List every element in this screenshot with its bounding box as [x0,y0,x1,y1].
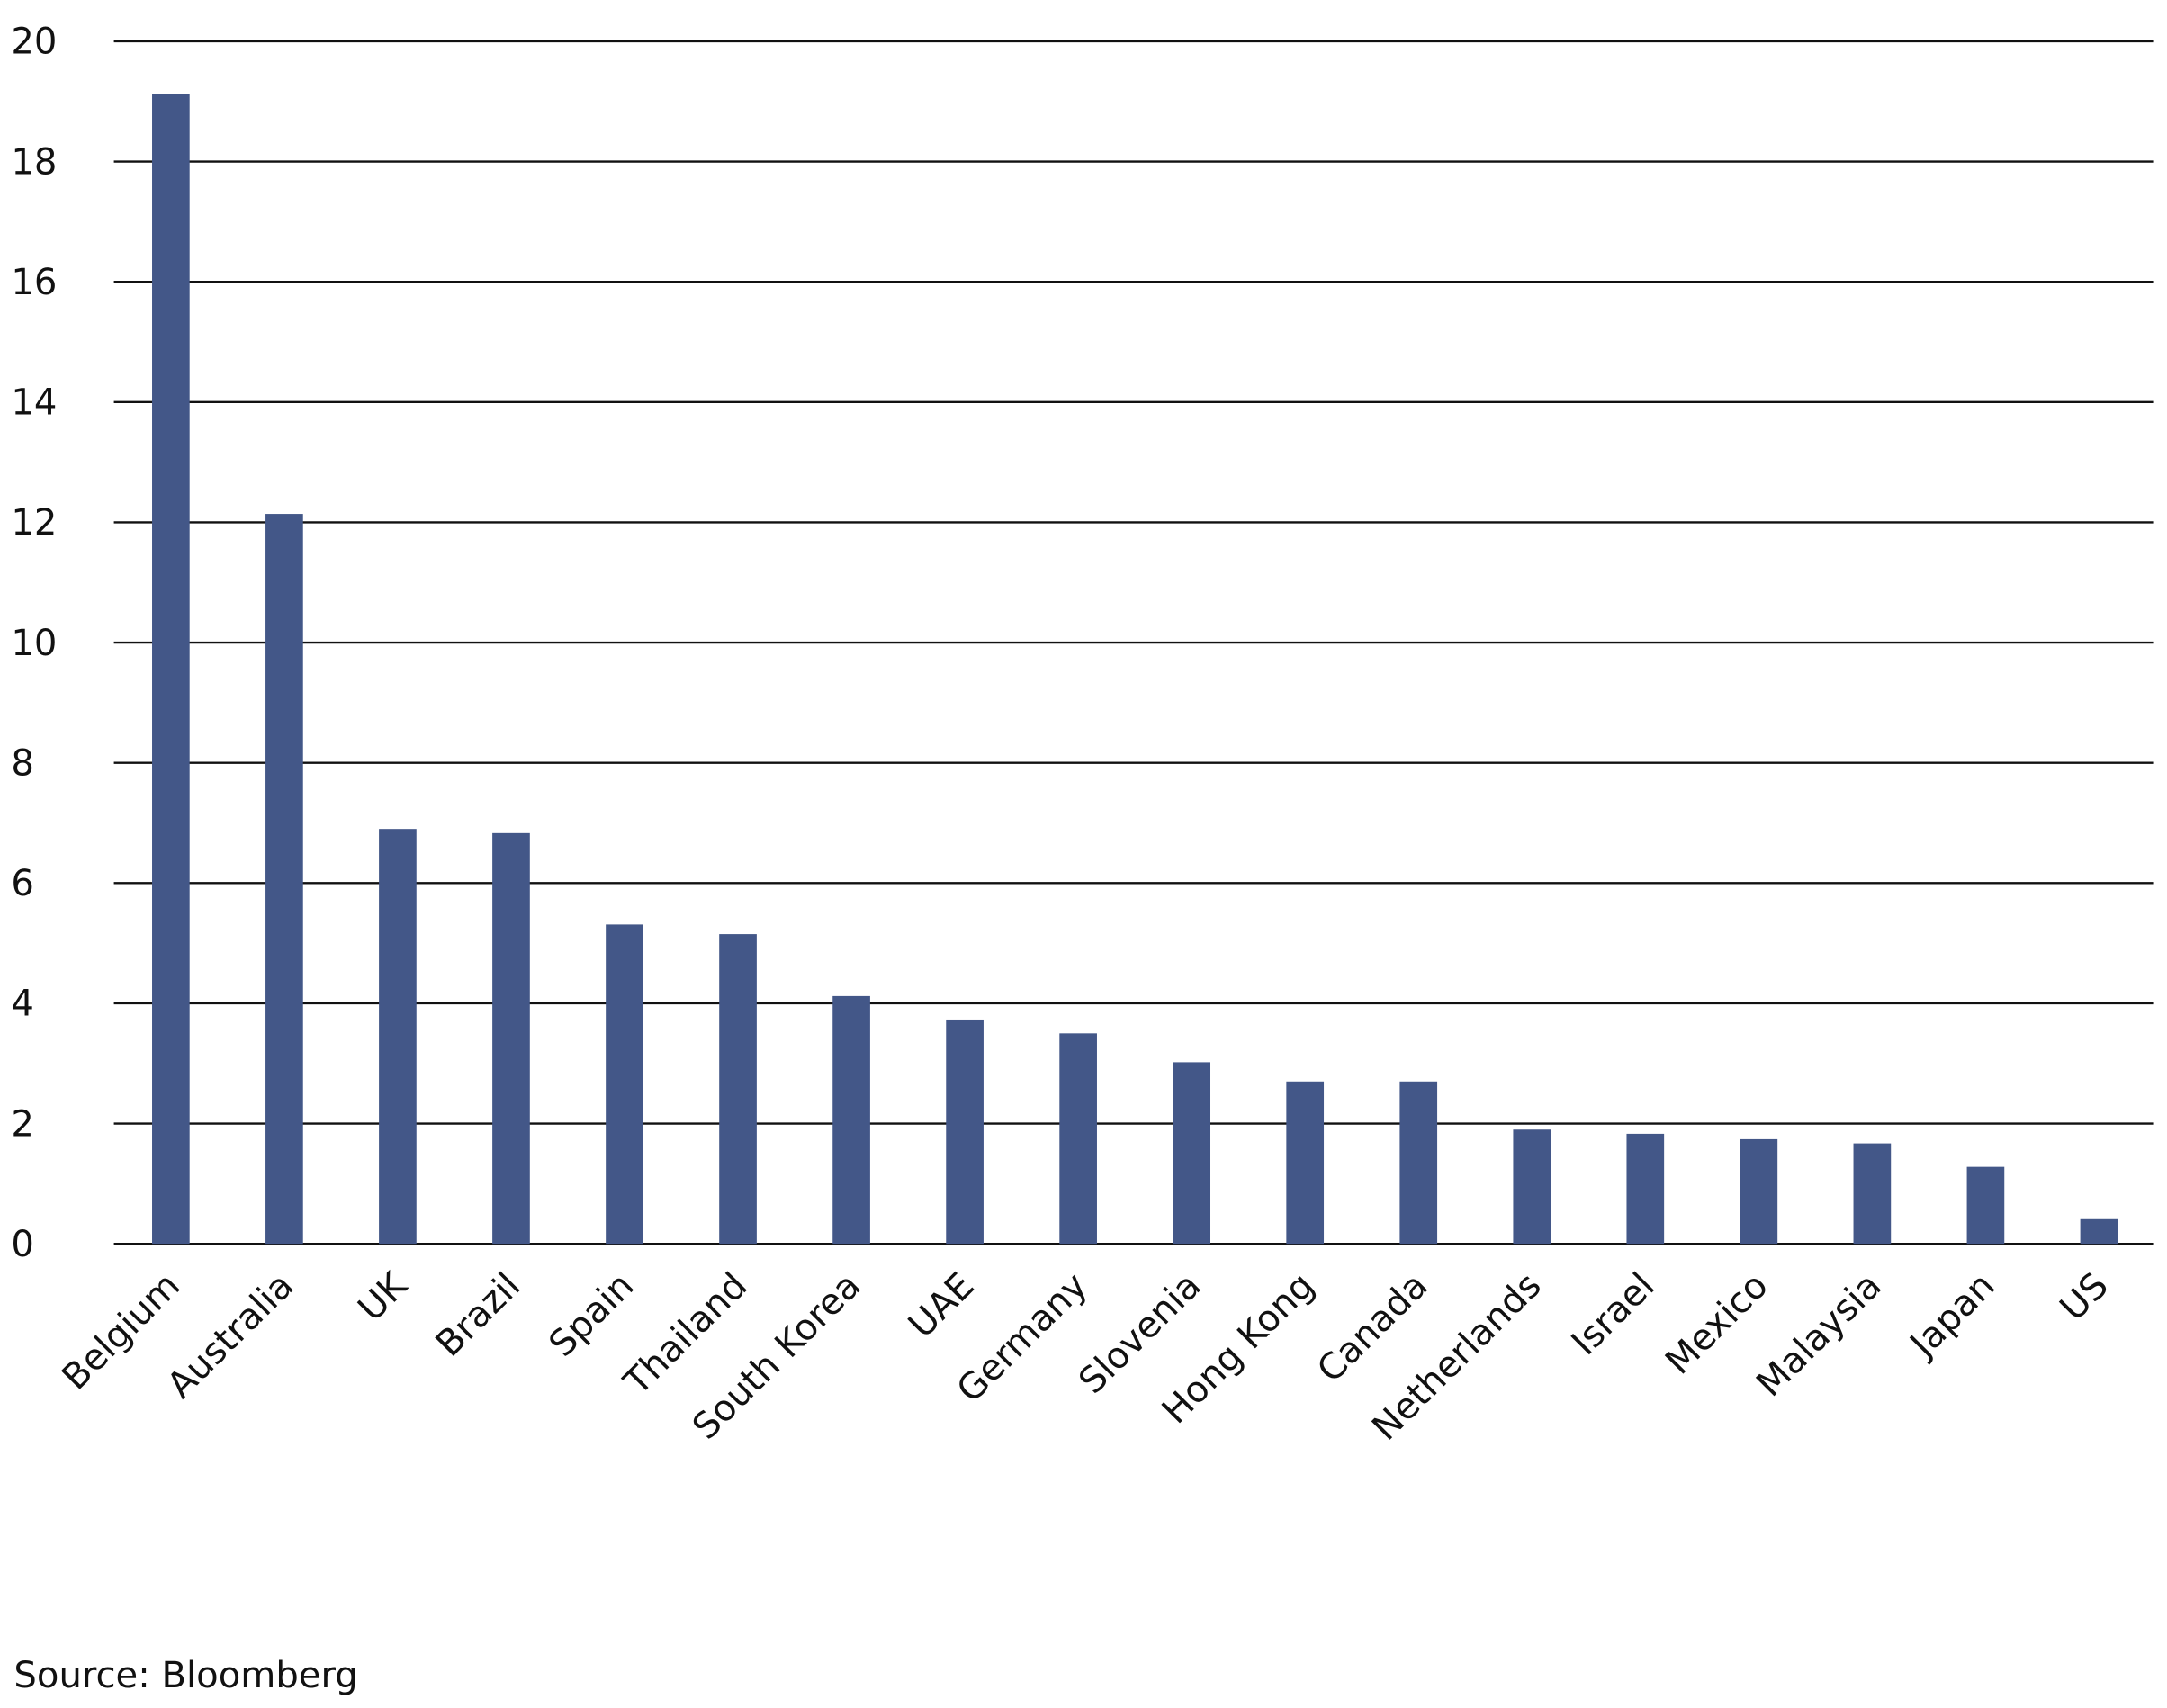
bar [152,94,190,1245]
y-tick-label: 0 [11,1224,34,1265]
bar [492,832,530,1245]
x-tick-label: UK [350,1264,416,1330]
y-tick-label: 12 [11,502,57,544]
y-tick-label: 16 [11,262,57,303]
y-tick-label: 10 [11,623,57,664]
x-tick-label: UAE [901,1265,983,1346]
bar [1059,1033,1097,1245]
x-tick-label: Japan [1901,1265,2003,1367]
source-note: Source: Bloomberg [13,1655,357,1696]
bar [2080,1218,2118,1245]
bar [1513,1129,1551,1245]
y-tick-label: 2 [11,1103,34,1145]
bar [1853,1143,1892,1245]
y-tick-label: 8 [11,743,34,785]
bar [832,995,870,1245]
bar [606,924,643,1245]
x-tick-label: Israel [1564,1265,1663,1363]
bar [1399,1081,1438,1245]
bar [379,829,417,1245]
y-tick-label: 18 [11,141,57,183]
bar [265,514,303,1245]
y-tick-label: 4 [11,984,34,1025]
x-tick-label: Malaysia [1749,1265,1890,1405]
bar [1740,1138,1778,1245]
bar [1173,1062,1211,1245]
bar [1626,1133,1665,1245]
x-tick-label: Brazil [428,1265,529,1365]
bar [946,1019,984,1245]
bar [719,934,757,1245]
y-tick-label: 20 [11,22,57,63]
x-tick-label: US [2052,1265,2116,1329]
bar [1966,1166,2005,1245]
x-tick-label: Spain [542,1265,643,1365]
y-tick-label: 14 [11,382,57,424]
y-tick-label: 6 [11,863,34,904]
bar [1286,1081,1325,1245]
